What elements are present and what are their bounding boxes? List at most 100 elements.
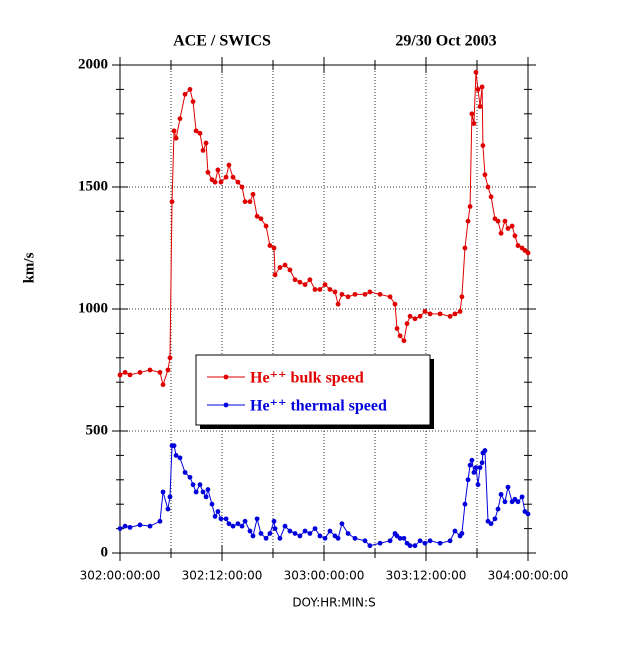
data-point <box>182 91 188 97</box>
data-point <box>190 99 196 104</box>
data-point <box>302 282 308 287</box>
data-point <box>171 443 177 449</box>
data-point <box>312 526 318 531</box>
data-point <box>169 199 175 205</box>
data-point <box>263 223 269 229</box>
data-point <box>147 523 153 529</box>
data-point <box>407 543 413 549</box>
data-point <box>397 333 403 339</box>
data-point <box>397 535 403 541</box>
data-point <box>317 287 323 292</box>
data-point <box>317 533 323 539</box>
legend-label: He⁺⁺ bulk speed <box>250 370 364 387</box>
data-point <box>473 69 479 75</box>
data-point <box>488 521 494 527</box>
data-point <box>362 291 368 297</box>
data-point <box>345 531 351 536</box>
data-point <box>137 522 143 528</box>
x-tick-label: 302:12:00:00 <box>182 569 263 583</box>
data-point <box>401 535 407 541</box>
data-point <box>322 535 328 541</box>
data-point <box>307 277 313 283</box>
data-point <box>235 521 241 527</box>
data-point <box>387 538 393 544</box>
data-point <box>471 470 477 475</box>
data-point <box>127 524 133 530</box>
data-point <box>480 143 486 148</box>
data-point <box>247 528 253 534</box>
data-point <box>459 531 465 536</box>
y-axis-label: km/s <box>21 252 37 283</box>
data-point <box>479 460 485 466</box>
data-point <box>167 494 173 500</box>
data-point <box>335 535 341 541</box>
data-point <box>447 313 453 319</box>
data-point <box>407 313 413 319</box>
data-point <box>345 294 351 300</box>
data-point <box>230 523 236 529</box>
data-point <box>467 204 473 209</box>
data-point <box>230 174 236 180</box>
data-point <box>263 535 269 541</box>
data-point <box>387 294 393 300</box>
data-point <box>377 540 383 546</box>
legend: He⁺⁺ bulk speed He⁺⁺ thermal speed <box>195 354 434 429</box>
y-tick-label: 500 <box>86 422 109 438</box>
data-point <box>502 499 508 505</box>
data-point <box>287 267 293 273</box>
data-point <box>235 179 241 185</box>
data-point <box>160 382 166 388</box>
y-tick-label: 0 <box>101 544 109 560</box>
data-point <box>475 482 481 488</box>
data-point <box>509 223 515 229</box>
data-point <box>471 121 477 126</box>
data-point <box>165 506 171 512</box>
y-tick-label: 1000 <box>78 300 108 316</box>
data-point <box>173 453 179 458</box>
data-point <box>137 370 143 375</box>
data-point <box>352 535 358 541</box>
data-point <box>127 372 133 378</box>
data-point <box>218 179 224 185</box>
data-point <box>122 370 128 375</box>
x-tick-label: 303:12:00:00 <box>386 569 467 583</box>
data-point <box>482 172 488 178</box>
data-point <box>495 218 501 224</box>
data-point <box>173 135 179 141</box>
data-point <box>401 338 407 344</box>
data-point <box>200 489 206 495</box>
data-point <box>226 521 232 527</box>
data-point <box>182 470 188 475</box>
data-point <box>452 528 458 534</box>
data-point <box>505 226 511 231</box>
data-point <box>498 492 504 497</box>
data-point <box>226 162 232 168</box>
data-point <box>515 243 521 248</box>
legend-box <box>195 354 431 426</box>
data-point <box>475 87 481 92</box>
data-point <box>297 279 303 285</box>
data-point <box>404 321 410 327</box>
data-point <box>218 516 224 522</box>
data-point <box>247 199 253 205</box>
data-point <box>465 218 471 224</box>
data-point <box>473 465 479 470</box>
data-point <box>312 287 318 292</box>
legend-label: He⁺⁺ thermal speed <box>250 398 387 415</box>
data-point <box>322 282 328 287</box>
data-point <box>447 538 453 544</box>
data-point <box>427 311 433 317</box>
data-point <box>469 111 475 117</box>
data-point <box>212 179 218 185</box>
legend-swatch-marker <box>223 402 229 408</box>
data-point <box>525 511 531 517</box>
data-point <box>465 477 471 483</box>
data-point <box>515 499 521 505</box>
data-point <box>205 487 211 492</box>
data-point <box>422 540 428 546</box>
data-point <box>457 309 463 314</box>
data-point <box>367 543 373 549</box>
data-point <box>197 482 203 488</box>
data-point <box>205 169 211 175</box>
